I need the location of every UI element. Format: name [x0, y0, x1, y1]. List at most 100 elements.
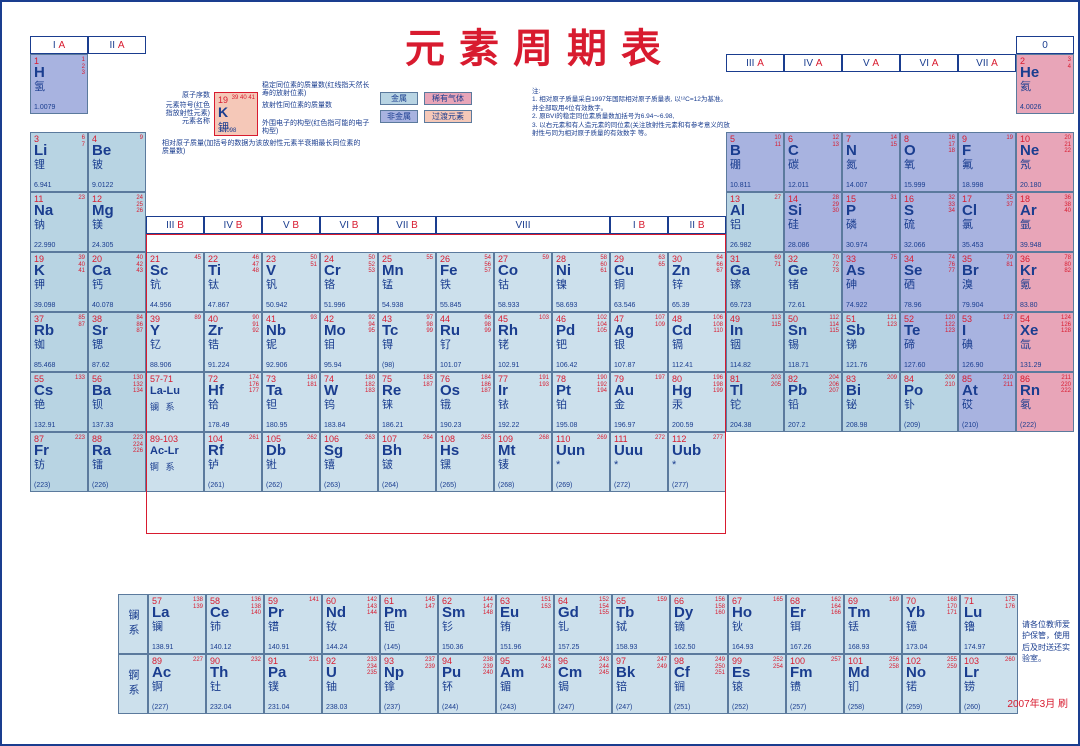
- element-Ra: 88Ra镭(226)223224226: [88, 432, 146, 492]
- period-4: 19K钾39.09839404120Ca钙40.07840424321Sc钪44…: [30, 252, 1074, 312]
- notes-n1: 1. 相对原子质量采自1997年国际相对原子质量表, 以¹²C=12为基准。并全…: [532, 96, 732, 113]
- element-As: 33As砷74.92275: [842, 252, 900, 312]
- element-Sr: 38Sr锶87.62848687: [88, 312, 146, 372]
- element-Rb: 37Rb铷85.4688587: [30, 312, 88, 372]
- element-Es: 99Es锿(252)252254: [728, 654, 786, 714]
- element-Cs: 55Cs铯132.91133: [30, 372, 88, 432]
- element-Ho: 67Ho钬164.93165: [728, 594, 786, 654]
- element-Y: 39Y钇88.90689: [146, 312, 204, 372]
- element-Pm: 61Pm钷(145)145147: [380, 594, 438, 654]
- element-Zr: 40Zr锆91.224909192: [204, 312, 262, 372]
- group-VIIA: VII A: [958, 54, 1016, 72]
- element-Bk: 97Bk锫(247)247249: [612, 654, 670, 714]
- element-Bh: 107Bh𬭛(264)264: [378, 432, 436, 492]
- element-Br: 35Br溴79.9047981: [958, 252, 1016, 312]
- element-Cd: 48Cd镉112.41106108110: [668, 312, 726, 372]
- side-note: 请各位教师爱护保管，使用后及时送还实验室。: [1022, 619, 1072, 664]
- group-header-row-p: III A IV A V A VI A VII A: [726, 54, 1016, 72]
- group-IA: I A: [30, 36, 88, 54]
- element-Cl: 17Cl氯35.4533537: [958, 192, 1016, 252]
- group-0: 0: [1016, 36, 1074, 54]
- element-B: 5B硼10.8111011: [726, 132, 784, 192]
- element-F: 9F氟18.99819: [958, 132, 1016, 192]
- period-6: 55Cs铯132.9113356Ba钡137.3313013213457-71L…: [30, 372, 1074, 432]
- element-La: 57La镧138.91138139: [148, 594, 206, 654]
- element-Kr: 36Kr氪83.80788082: [1016, 252, 1074, 312]
- group-IIIA: III A: [726, 54, 784, 72]
- element-Pr: 59Pr镨140.91141: [264, 594, 322, 654]
- group-IB: I B: [610, 216, 668, 234]
- group-VIII: VIII: [436, 216, 610, 234]
- element-Ta: 73Ta钽180.95180181: [262, 372, 320, 432]
- element-In: 49In铟114.82113115: [726, 312, 784, 372]
- element-No: 102No锘(259)255259: [902, 654, 960, 714]
- element-Hs: 108Hs𬭶(265)265: [436, 432, 494, 492]
- actinide-row: 89Ac锕(227)22790Th钍232.0423291Pa镤231.0423…: [148, 654, 1018, 714]
- element-Db: 105Db𬭊(262)262: [262, 432, 320, 492]
- group-IIIB: III B: [146, 216, 204, 234]
- element-Uun: 110Uun*(269)269: [552, 432, 610, 492]
- element-Be: 4Be铍9.01229: [88, 132, 146, 192]
- element-Hg: 80Hg汞200.59196198199: [668, 372, 726, 432]
- element-Sc: 21Sc钪44.95645: [146, 252, 204, 312]
- element-Ce: 58Ce铈140.12136138140: [206, 594, 264, 654]
- group-IIB: II B: [668, 216, 726, 234]
- element-N: 7N氮14.0071415: [842, 132, 900, 192]
- notes: 注: 1. 相对原子质量采自1997年国际相对原子质量表, 以¹²C=12为基准…: [532, 88, 732, 139]
- group-VA: V A: [842, 54, 900, 72]
- element-Np: 93Np镎(237)237239: [380, 654, 438, 714]
- element-Fe: 26Fe铁55.845545657: [436, 252, 494, 312]
- group-VIB: VI B: [320, 216, 378, 234]
- group-IIA: II A: [88, 36, 146, 54]
- element-Ba: 56Ba钡137.33130132134: [88, 372, 146, 432]
- element-Al: 13Al铝26.98227: [726, 192, 784, 252]
- element-Eu: 63Eu铕151.96151153: [496, 594, 554, 654]
- element-H: 1H氢1.0079123: [30, 54, 88, 114]
- element-O: 8O氧15.999161718: [900, 132, 958, 192]
- group-VB: V B: [262, 216, 320, 234]
- element-Co: 27Co钴58.93359: [494, 252, 552, 312]
- element-Rf: 104Rf𬬻(261)261: [204, 432, 262, 492]
- legend-l4: 相对原子质量(加括号的数据为该放射性元素半衰期最长同位素的质量数): [162, 140, 362, 155]
- element-Te: 52Te碲127.60120122123: [900, 312, 958, 372]
- element-Na: 11Na钠22.99023: [30, 192, 88, 252]
- element-Sg: 106Sg𬭳(263)263: [320, 432, 378, 492]
- element-Xe: 54Xe氙131.29124126128: [1016, 312, 1074, 372]
- legend-sample-cell: 19 K 钾 39.098 39 40 41: [214, 92, 258, 136]
- element-Ne: 10Ne氖20.180202122: [1016, 132, 1074, 192]
- element-Ac: 89Ac锕(227)227: [148, 654, 206, 714]
- date-note: 2007年3月 刷: [1007, 695, 1068, 710]
- element-Cr: 24Cr铬51.996505253: [320, 252, 378, 312]
- element-Uuu: 111Uuu*(272)272: [610, 432, 668, 492]
- element-La-Lu: 57-71La-Lu镧 系: [146, 372, 204, 432]
- period-7: 87Fr钫(223)22388Ra镭(226)22322422689-103Ac…: [30, 432, 1074, 492]
- element-Ga: 31Ga镓69.7236971: [726, 252, 784, 312]
- element-Pd: 46Pd钯106.42102104105: [552, 312, 610, 372]
- element-Rh: 45Rh铑102.91103: [494, 312, 552, 372]
- element-Mo: 42Mo钼95.94929495: [320, 312, 378, 372]
- element-Tb: 65Tb铽158.93159: [612, 594, 670, 654]
- element-Pt: 78Pt铂195.08190192194: [552, 372, 610, 432]
- lanth-label: 镧系: [118, 594, 148, 654]
- group-header-row-1: I A 0: [30, 36, 1074, 54]
- element-Uub: 112Uub*(277)277: [668, 432, 726, 492]
- element-P: 15P磷30.97431: [842, 192, 900, 252]
- group-VIIB: VII B: [378, 216, 436, 234]
- element-Ir: 77Ir铱192.22191193: [494, 372, 552, 432]
- element-At: 85At砹(210)210211: [958, 372, 1016, 432]
- periodic-table-page: 元素周期表 I A 0 1H氢1.00791232He氦4.002634 II …: [0, 0, 1080, 746]
- cat-metal: 金属: [380, 92, 418, 105]
- element-Ni: 28Ni镍58.693586061: [552, 252, 610, 312]
- element-He: 2He氦4.002634: [1016, 54, 1074, 114]
- element-C: 6C碳12.0111213: [784, 132, 842, 192]
- cat-trans: 过渡元素: [424, 110, 472, 123]
- element-Mt: 109Mt鿏(268)268: [494, 432, 552, 492]
- element-Ac-Lr: 89-103Ac-Lr锕 系: [146, 432, 204, 492]
- element-Hf: 72Hf铪178.49174176177: [204, 372, 262, 432]
- element-V: 23V钒50.9425051: [262, 252, 320, 312]
- element-Se: 34Se硒78.96747677: [900, 252, 958, 312]
- element-Pb: 82Pb铅207.2204206207: [784, 372, 842, 432]
- element-Fm: 100Fm镄(257)257: [786, 654, 844, 714]
- cat-noble: 稀有气体: [424, 92, 472, 105]
- element-Po: 84Po钋(209)209210: [900, 372, 958, 432]
